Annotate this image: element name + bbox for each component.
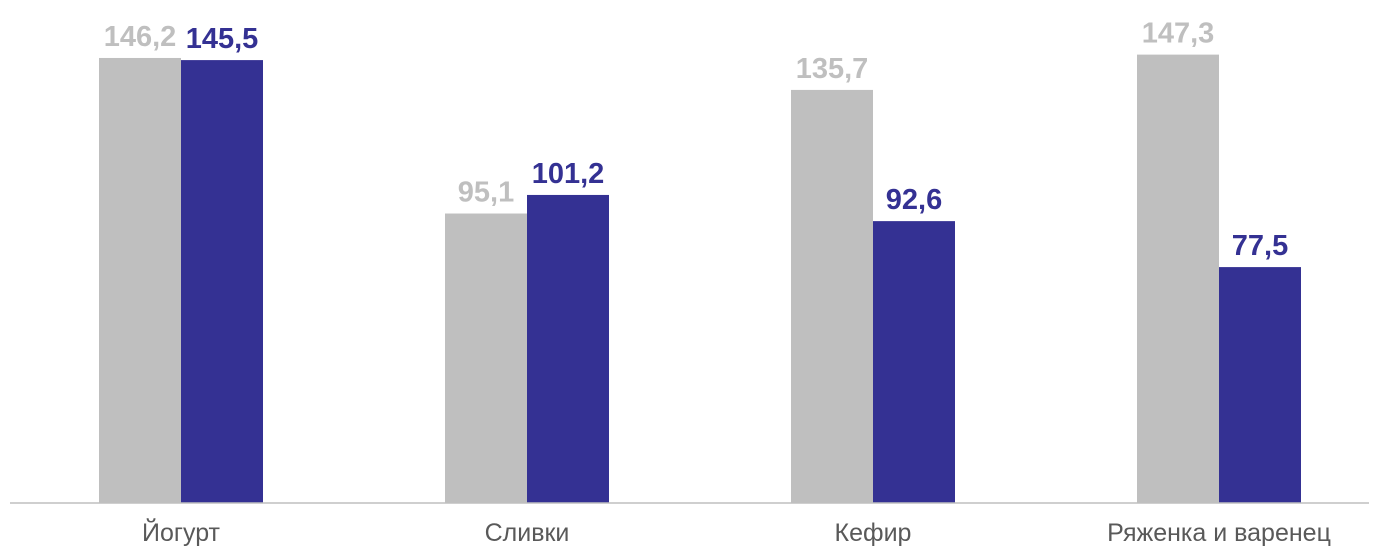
value-label-series-2-4: 77,5 xyxy=(1232,230,1288,262)
bar-series-2-3 xyxy=(873,221,955,503)
value-label-series-2-2: 101,2 xyxy=(532,158,605,190)
value-label-series-1-1: 146,2 xyxy=(104,21,177,53)
category-label-2: Сливки xyxy=(485,519,570,547)
bar-series-1-3 xyxy=(791,89,873,503)
value-label-series-2-3: 92,6 xyxy=(886,184,942,216)
value-labels-layer: 146,2 145,5 95,1 101,2 135,7 92,6 147,3 77,5 xyxy=(104,18,1289,262)
bar-series-2-1 xyxy=(181,60,263,504)
bar-series-2-4 xyxy=(1219,267,1301,503)
category-labels-layer: Йогурт Сливки Кефир Ряженка и варенец xyxy=(142,517,1331,547)
value-label-series-1-4: 147,3 xyxy=(1142,18,1215,50)
bar-series-1-2 xyxy=(445,213,527,503)
category-label-4: Ряженка и варенец xyxy=(1107,519,1331,547)
bar-series-2-2 xyxy=(527,194,609,503)
bar-series-1-1 xyxy=(99,57,181,504)
value-label-series-2-1: 145,5 xyxy=(186,23,259,55)
value-label-series-1-3: 135,7 xyxy=(796,53,869,85)
bar-series-1-4 xyxy=(1137,54,1219,503)
category-label-3: Кефир xyxy=(835,519,912,547)
bars-layer xyxy=(99,54,1301,504)
category-label-1: Йогурт xyxy=(142,517,221,547)
value-label-series-1-2: 95,1 xyxy=(458,177,514,209)
